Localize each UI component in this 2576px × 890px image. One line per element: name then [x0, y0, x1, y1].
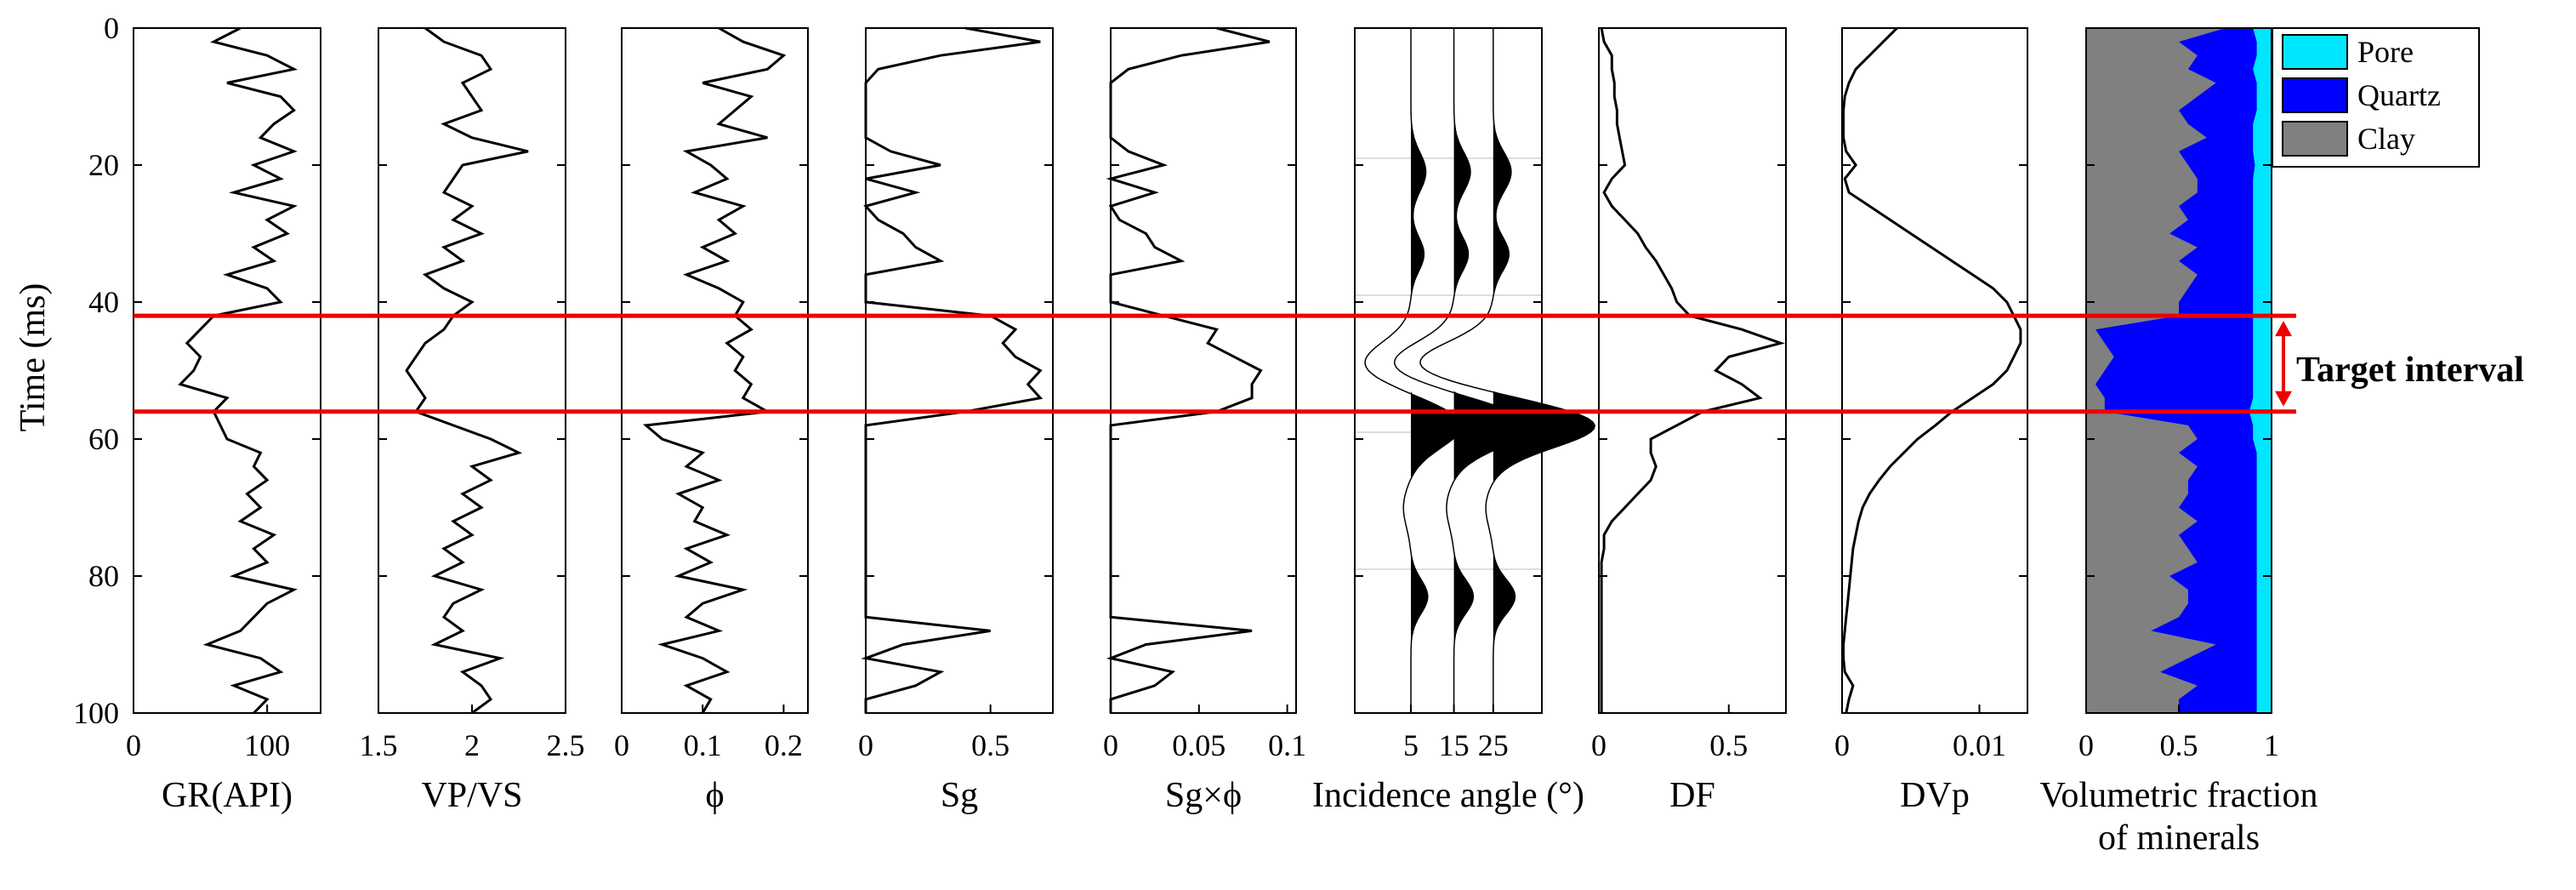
panel-frame	[621, 27, 809, 714]
log-curve-sgphi	[1106, 26, 1271, 713]
panel-frame	[133, 27, 321, 714]
y-tick-label: 0	[104, 11, 119, 45]
panel-sg: 0 0.5 Sg	[858, 26, 1054, 815]
legend-swatch-clay	[2282, 121, 2348, 157]
x-axis-label-vpvs: VP/VS	[421, 776, 522, 815]
arrow-head-down	[2275, 391, 2292, 407]
panel-gr: 0 100 GR(API)	[126, 26, 321, 815]
clay-area	[2086, 28, 2226, 713]
legend-label-clay: Clay	[2357, 122, 2415, 156]
wiggle-trace	[1364, 28, 1463, 713]
x-axis-label-sgphi: Sg×ϕ	[1165, 776, 1242, 815]
x-tick-label: 0.5	[2160, 728, 2198, 762]
seis-tick-label: 15	[1439, 728, 1470, 762]
seis-tick-label: 5	[1403, 728, 1419, 762]
x-tick-label: 0	[858, 728, 873, 762]
log-curve-sg	[861, 26, 1043, 713]
x-tick-label: 0	[2078, 728, 2094, 762]
x-tick-label: 0	[1103, 728, 1118, 762]
y-tick-label: 20	[88, 148, 119, 182]
x-axis-label-sg: Sg	[941, 776, 978, 815]
panel-seis: 5 15 25 Incidence angle (°)	[1312, 27, 1595, 815]
y-tick-label: 100	[73, 696, 119, 730]
panel-sgphi: 0 0.05 0.1 Sg×ϕ	[1103, 26, 1306, 815]
x-tick-label: 0.2	[765, 728, 803, 762]
x-axis-label-seis: Incidence angle (°)	[1312, 776, 1584, 815]
panel-minerals: 0 0.5 1 Volumetric fraction of minerals	[2040, 27, 2318, 858]
x-tick-label: 1	[2264, 728, 2279, 762]
x-tick-label: 0.5	[1709, 728, 1748, 762]
seis-tick-label: 25	[1478, 728, 1509, 762]
log-curve-phi	[642, 26, 787, 714]
panel-frame	[1841, 27, 2028, 714]
panel-frame	[1354, 27, 1543, 714]
x-tick-label: 0	[1834, 728, 1850, 762]
panel-df: 0 0.5 DF	[1591, 27, 1787, 815]
x-tick-label: 0.05	[1172, 728, 1225, 762]
log-curve-df	[1600, 27, 1786, 713]
x-tick-label: 0.5	[971, 728, 1009, 762]
x-tick-label: 0.1	[1268, 728, 1306, 762]
x-tick-label: 0	[1591, 728, 1606, 762]
panel-phi: 0 0.1 0.2 ϕ	[614, 26, 809, 815]
x-tick-label: 2	[464, 728, 480, 762]
wiggle-trace	[1419, 28, 1595, 713]
x-axis-label-line2: of minerals	[2098, 819, 2260, 858]
arrow-head-up	[2275, 321, 2292, 337]
x-tick-label: 100	[244, 728, 290, 762]
legend-swatch-pore	[2282, 34, 2348, 70]
target-interval-label: Target interval	[2296, 351, 2524, 390]
x-axis-label-df: DF	[1669, 776, 1715, 815]
panel-frame	[865, 27, 1054, 714]
y-axis-label: Time (ms)	[14, 283, 53, 432]
x-axis-label-dvp: DVp	[1900, 776, 1970, 815]
x-tick-label: 0	[614, 728, 629, 762]
x-tick-label: 0.1	[684, 728, 722, 762]
log-curve-vpvs	[405, 26, 529, 715]
panel-frame	[1598, 27, 1787, 714]
panel-vpvs: 1.5 2 2.5 VP/VS	[360, 26, 585, 815]
x-axis-label-gr: GR(API)	[162, 776, 293, 815]
legend: Pore Quartz Clay	[2272, 27, 2480, 168]
x-axis-label-phi: ϕ	[705, 776, 724, 815]
y-tick-label: 60	[88, 422, 119, 456]
wiggle-trace	[1394, 28, 1531, 713]
panel-dvp: 0 0.01 DVp	[1834, 26, 2028, 815]
y-tick-label: 80	[88, 559, 119, 593]
legend-label-pore: Pore	[2357, 35, 2414, 69]
log-curve-gr	[178, 26, 299, 715]
x-tick-label: 0	[126, 728, 141, 762]
legend-label-quartz: Quartz	[2357, 78, 2441, 112]
y-tick-label: 40	[88, 285, 119, 319]
x-tick-label: 0.01	[1953, 728, 2006, 762]
panel-frame	[1110, 27, 1297, 714]
x-axis-label-minerals: Volumetric fraction	[2040, 776, 2318, 815]
wiggle-fill	[1453, 28, 1530, 713]
log-curve-dvp	[1842, 26, 2022, 714]
x-tick-label: 2.5	[547, 728, 585, 762]
wiggle-fill	[1411, 28, 1462, 713]
x-tick-label: 1.5	[360, 728, 398, 762]
legend-swatch-quartz	[2282, 77, 2348, 113]
